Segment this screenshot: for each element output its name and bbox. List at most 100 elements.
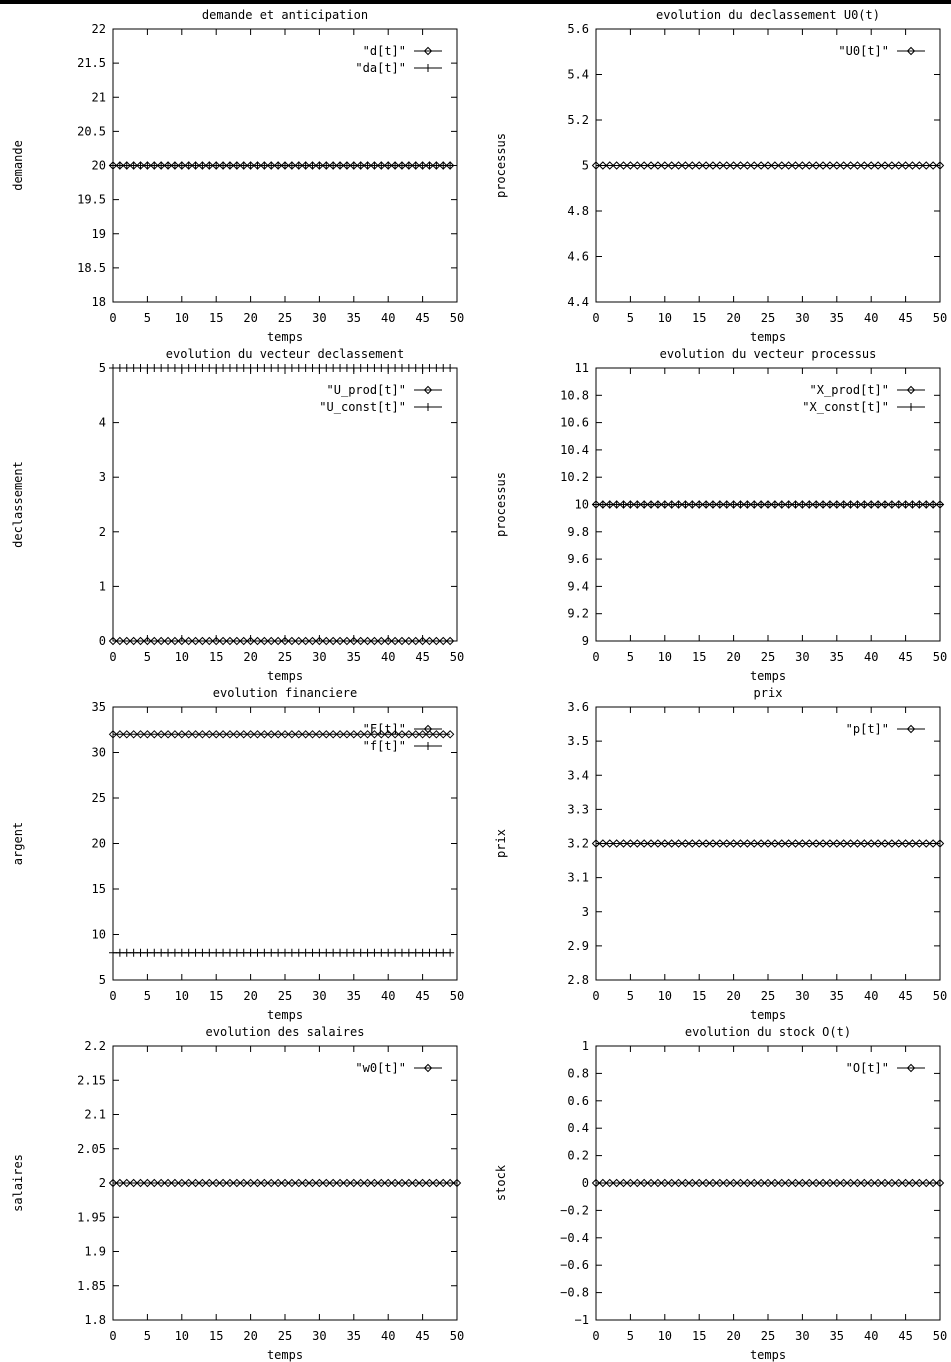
data-point-plus (377, 364, 386, 372)
data-point-plus (329, 364, 338, 372)
data-point-plus (356, 364, 365, 372)
series (592, 500, 944, 509)
data-point-plus (225, 948, 234, 957)
data-point-plus (260, 364, 269, 372)
y-tick-label: 5.4 (567, 68, 589, 82)
x-tick-label: 10 (658, 650, 672, 664)
legend-label: "w0[t]" (355, 1061, 406, 1075)
legend-marker-diamond (423, 724, 433, 734)
y-tick-label: 5 (99, 973, 106, 987)
y-axis-label: processus (494, 472, 508, 537)
x-tick-label: 15 (692, 650, 706, 664)
x-tick-label: 35 (347, 650, 361, 664)
data-point-plus (205, 161, 214, 170)
data-point-plus (626, 500, 635, 509)
chart-panel: evolution du declassement U0(t) temps proc… (494, 8, 947, 344)
legend-label: "d[t]" (363, 44, 406, 58)
y-tick-label: 2 (99, 525, 106, 539)
x-tick-label: 15 (692, 1329, 706, 1343)
data-point-plus (287, 948, 296, 957)
x-tick-label: 15 (692, 311, 706, 325)
y-tick-label: 15 (92, 882, 106, 896)
legend-marker-diamond (906, 1063, 916, 1073)
data-point-plus (301, 948, 310, 957)
data-point-plus (377, 948, 386, 957)
data-point-plus (122, 364, 131, 372)
data-point-plus (384, 364, 393, 372)
data-point-plus (605, 500, 614, 509)
x-tick-label: 15 (209, 650, 223, 664)
x-tick-label: 25 (761, 311, 775, 325)
data-point-plus (363, 161, 372, 170)
data-point-plus (109, 364, 117, 372)
y-tick-label: 22 (92, 22, 106, 36)
data-point-plus (281, 161, 289, 170)
y-tick-label: −0.4 (560, 1231, 589, 1245)
x-tick-label: 40 (381, 311, 395, 325)
legend-entry: "X_prod[t]" (810, 383, 925, 397)
x-tick-label: 50 (933, 650, 947, 664)
y-tick-label: −1 (575, 1313, 589, 1327)
data-point-plus (239, 948, 248, 957)
x-tick-label: 15 (209, 311, 223, 325)
data-point-plus (164, 364, 173, 372)
legend-label: "p[t]" (846, 722, 889, 736)
legend-entry: "O[t]" (846, 1061, 925, 1075)
chart-title: evolution des salaires (206, 1025, 365, 1039)
data-point-plus (370, 948, 379, 957)
data-point-plus (619, 500, 628, 509)
data-point-plus (232, 364, 241, 372)
data-point-plus (260, 161, 269, 170)
x-tick-label: 50 (933, 311, 947, 325)
data-point-plus (640, 500, 649, 509)
data-point-plus (356, 948, 365, 957)
data-point-plus (157, 161, 166, 170)
y-tick-label: 3.1 (567, 871, 589, 885)
chart-panel: evolution du vecteur processus temps proce… (494, 347, 947, 683)
data-point-plus (329, 948, 338, 957)
y-tick-label: 1.95 (77, 1210, 106, 1224)
x-tick-label: 50 (450, 989, 464, 1003)
x-tick-label: 0 (592, 650, 599, 664)
y-tick-label: 1 (99, 579, 106, 593)
legend-label: "da[t]" (355, 61, 406, 75)
data-point-plus (191, 364, 200, 372)
x-tick-label: 35 (830, 311, 844, 325)
x-tick-label: 5 (144, 989, 151, 1003)
data-point-plus (184, 364, 193, 372)
legend-marker-diamond (906, 46, 916, 56)
data-point-plus (894, 500, 903, 509)
x-tick-label: 45 (415, 989, 429, 1003)
data-point-plus (219, 948, 228, 957)
y-tick-label: 2.15 (77, 1073, 106, 1087)
chart-panel: prix temps prix 0 5 10 15 20 25 30 35 40 45 50 2.8 2.9 3… (494, 686, 947, 1022)
data-point-plus (143, 364, 152, 372)
y-tick-label: 25 (92, 791, 106, 805)
y-tick-label: 1.8 (84, 1313, 106, 1327)
x-tick-label: 35 (347, 989, 361, 1003)
data-point-plus (404, 364, 413, 372)
y-axis-label: stock (494, 1164, 508, 1201)
data-point-plus (391, 161, 400, 170)
data-point-plus (777, 500, 786, 509)
y-tick-label: −0.2 (560, 1203, 589, 1217)
series (109, 161, 455, 170)
x-tick-label: 50 (933, 989, 947, 1003)
x-tick-label: 20 (726, 650, 740, 664)
legend-label: "F[t]" (363, 722, 406, 736)
data-point-plus (274, 364, 283, 372)
data-point-plus (439, 364, 448, 372)
y-tick-label: 5 (99, 361, 106, 375)
x-tick-label: 50 (450, 311, 464, 325)
data-point-plus (915, 500, 924, 509)
x-tick-label: 25 (761, 1329, 775, 1343)
x-axis-label: temps (267, 1008, 303, 1022)
y-tick-label: 10.4 (560, 443, 589, 457)
x-tick-label: 0 (109, 989, 116, 1003)
data-point-plus (170, 161, 179, 170)
data-point-plus (136, 948, 145, 957)
data-point-diamond (445, 730, 455, 739)
data-point-plus (315, 364, 324, 372)
data-point-plus (839, 500, 848, 509)
